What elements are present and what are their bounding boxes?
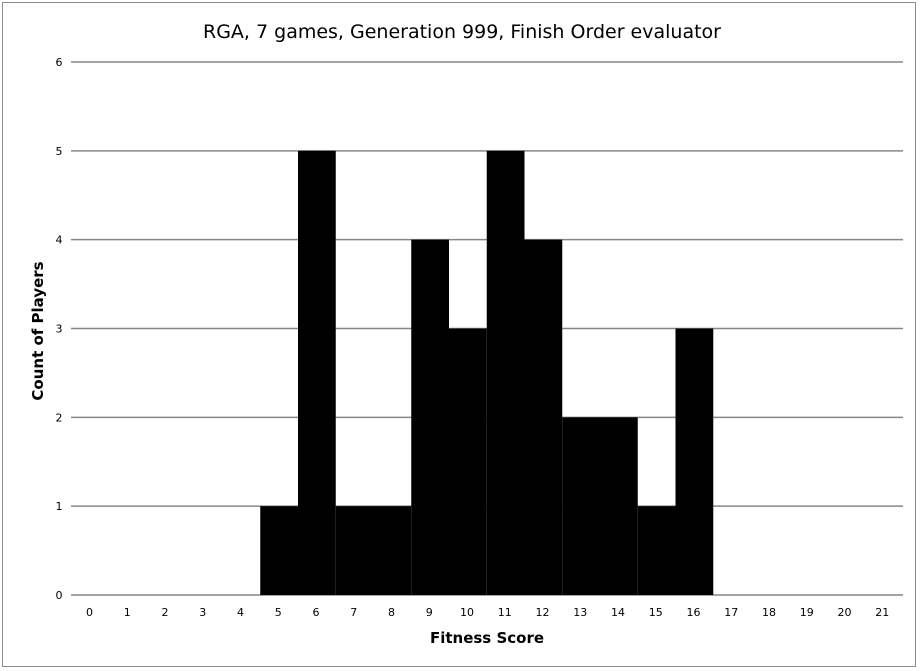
x-tick-label: 21 <box>875 606 889 619</box>
bars <box>260 150 714 596</box>
x-axis-title: Fitness Score <box>430 629 544 647</box>
x-tick-label: 7 <box>350 606 357 619</box>
y-tick-label: 1 <box>56 500 63 513</box>
x-tick-label: 8 <box>388 606 395 619</box>
bar-5 <box>260 506 298 595</box>
bar-14 <box>600 417 638 595</box>
x-tick-label: 6 <box>313 606 320 619</box>
bar-13 <box>562 417 600 595</box>
y-tick-labels: 0 1 2 3 4 5 6 <box>56 56 63 602</box>
x-tick-label: 13 <box>573 606 587 619</box>
bar-10 <box>449 328 487 595</box>
bar-7 <box>335 506 374 595</box>
x-tick-labels: 0 1 2 3 4 5 6 7 8 9 10 11 12 13 14 15 16 17 18 19 20 21 <box>86 606 889 619</box>
x-tick-label: 9 <box>426 606 433 619</box>
x-tick-label: 11 <box>498 606 512 619</box>
x-tick-label: 5 <box>275 606 282 619</box>
bar-15 <box>637 506 676 595</box>
bar-12 <box>524 239 563 595</box>
x-tick-label: 0 <box>86 606 93 619</box>
x-tick-label: 14 <box>611 606 625 619</box>
bar-11 <box>486 150 525 596</box>
y-tick-label: 6 <box>56 56 63 69</box>
x-tick-label: 18 <box>762 606 776 619</box>
x-tick-label: 12 <box>536 606 550 619</box>
x-tick-label: 15 <box>649 606 663 619</box>
x-tick-label: 2 <box>162 606 169 619</box>
y-axis-title: Count of Players <box>29 261 47 400</box>
y-tick-label: 4 <box>56 234 63 247</box>
histogram-chart: RGA, 7 games, Generation 999, Finish Ord… <box>29 21 903 647</box>
chart-title: RGA, 7 games, Generation 999, Finish Ord… <box>203 21 721 43</box>
x-tick-label: 3 <box>199 606 206 619</box>
bar-16 <box>675 328 714 595</box>
bar-8 <box>373 506 412 595</box>
y-tick-label: 3 <box>56 323 63 336</box>
bar-6 <box>298 150 336 596</box>
x-tick-label: 16 <box>687 606 701 619</box>
y-tick-label: 2 <box>56 411 63 424</box>
x-tick-label: 17 <box>724 606 738 619</box>
x-tick-label: 4 <box>237 606 244 619</box>
x-tick-label: 10 <box>460 606 474 619</box>
bar-9 <box>411 239 449 595</box>
x-tick-label: 20 <box>838 606 852 619</box>
y-tick-label: 5 <box>56 145 63 158</box>
y-tick-label: 0 <box>56 589 63 602</box>
x-tick-label: 19 <box>800 606 814 619</box>
x-tick-label: 1 <box>124 606 131 619</box>
